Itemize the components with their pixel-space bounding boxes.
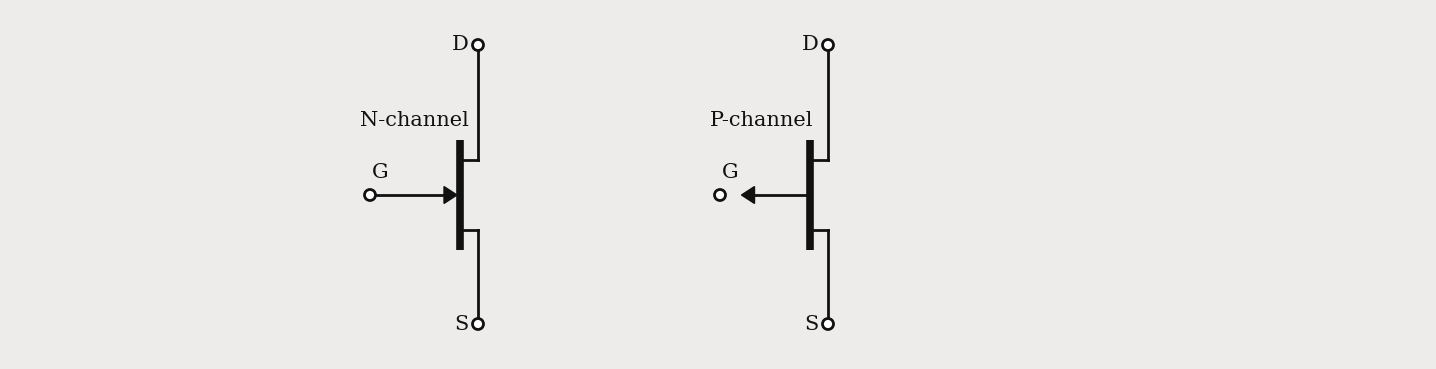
Circle shape [365,190,375,200]
Circle shape [823,318,833,330]
Text: G: G [722,162,738,182]
Circle shape [472,318,484,330]
Circle shape [715,190,725,200]
Polygon shape [741,187,754,203]
Text: S: S [454,314,468,334]
Text: N-channel: N-channel [360,110,470,130]
Circle shape [823,39,833,51]
Text: G: G [372,162,389,182]
Text: D: D [452,35,468,55]
Text: D: D [801,35,819,55]
Text: P-channel: P-channel [709,110,814,130]
Polygon shape [444,187,457,203]
Circle shape [472,39,484,51]
Text: S: S [804,314,819,334]
